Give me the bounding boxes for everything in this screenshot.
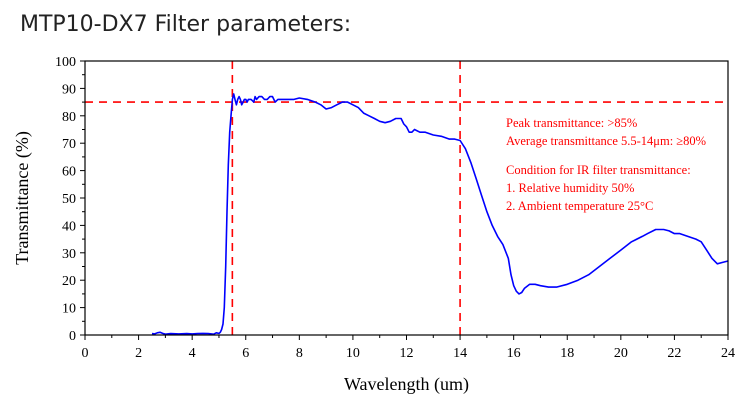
y-tick-label: 60 xyxy=(62,165,76,180)
plot-area-frame xyxy=(84,60,729,336)
y-tick-label: 90 xyxy=(62,82,76,97)
x-tick-label: 8 xyxy=(296,346,303,361)
y-tick-label: 100 xyxy=(55,55,76,70)
x-tick-label: 6 xyxy=(242,346,249,361)
y-tick-label: 70 xyxy=(62,137,76,152)
annotation-text: 1. Relative humidity 50% xyxy=(506,181,634,195)
annotation-text: Condition for IR filter transmittance: xyxy=(506,163,691,177)
annotation-block: Peak transmittance: >85% Average transmit… xyxy=(506,116,706,213)
y-axis-title: Transmittance (%) xyxy=(12,131,33,265)
x-tick-label: 12 xyxy=(400,346,414,361)
annotation-text: Average transmittance 5.5-14μm: ≥80% xyxy=(506,134,706,148)
x-tick-label: 20 xyxy=(614,346,628,361)
annotation-text: Peak transmittance: >85% xyxy=(506,116,637,130)
page-title: MTP10-DX7 Filter parameters: xyxy=(20,12,352,37)
transmittance-series-line xyxy=(151,93,729,335)
y-tick-label: 10 xyxy=(62,302,76,317)
x-tick-label: 22 xyxy=(667,346,681,361)
x-tick-label: 18 xyxy=(560,346,574,361)
x-tick-label: 0 xyxy=(82,346,89,361)
x-tick-label: 10 xyxy=(346,346,360,361)
y-tick-label: 0 xyxy=(69,329,76,344)
x-tick-label: 14 xyxy=(453,346,467,361)
series-layer xyxy=(151,93,729,335)
x-tick-label: 2 xyxy=(135,346,142,361)
x-tick-label: 4 xyxy=(189,346,196,361)
x-tick-label: 16 xyxy=(507,346,521,361)
annotation-text: 2. Ambient temperature 25°C xyxy=(506,199,653,213)
axis-ticks: 0 2 4 6 8 10 12 14 16 18 20 22 240102030405060708090… xyxy=(55,55,735,361)
y-tick-label: 40 xyxy=(62,219,76,234)
y-tick-label: 20 xyxy=(62,274,76,289)
y-tick-label: 50 xyxy=(62,192,76,207)
y-tick-label: 30 xyxy=(62,247,76,262)
x-tick-label: 24 xyxy=(721,346,735,361)
y-tick-label: 80 xyxy=(62,110,76,125)
x-axis-title: Wavelength (um) xyxy=(344,374,469,395)
reference-lines xyxy=(85,61,728,335)
